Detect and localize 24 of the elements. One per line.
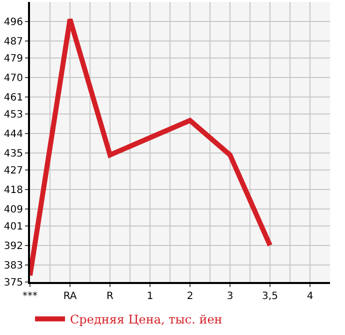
y-tick-label: 435 (4, 148, 23, 160)
y-tick-label: 453 (4, 110, 23, 120)
y-tick-label: 427 (4, 166, 23, 176)
y-tick-label: 487 (4, 36, 23, 48)
y-tick-label: 461 (4, 92, 23, 104)
legend-label: Средняя Цена, тыс. йен (70, 312, 222, 327)
x-tick-label: 4 (306, 291, 314, 302)
x-tick-label: 3 (226, 291, 234, 302)
x-tick-label: R (106, 291, 114, 302)
y-tick-label: 401 (4, 222, 23, 232)
x-tick-label: *** (22, 291, 38, 302)
y-tick-label: 444 (4, 128, 23, 140)
x-tick-label: 3,5 (262, 291, 278, 302)
y-tick-label: 418 (4, 184, 23, 196)
y-tick-label: 479 (4, 54, 23, 64)
x-tick-label: 1 (146, 291, 154, 302)
y-tick-label: 470 (4, 72, 23, 84)
y-tick-label: 392 (4, 240, 23, 252)
y-tick-label: 496 (4, 16, 23, 28)
y-tick-label: 409 (4, 204, 23, 216)
x-tick-label: 2 (186, 291, 194, 302)
y-tick-label: 375 (4, 278, 23, 288)
x-tick-label: RA (63, 291, 77, 302)
y-tick-label: 383 (4, 260, 23, 272)
